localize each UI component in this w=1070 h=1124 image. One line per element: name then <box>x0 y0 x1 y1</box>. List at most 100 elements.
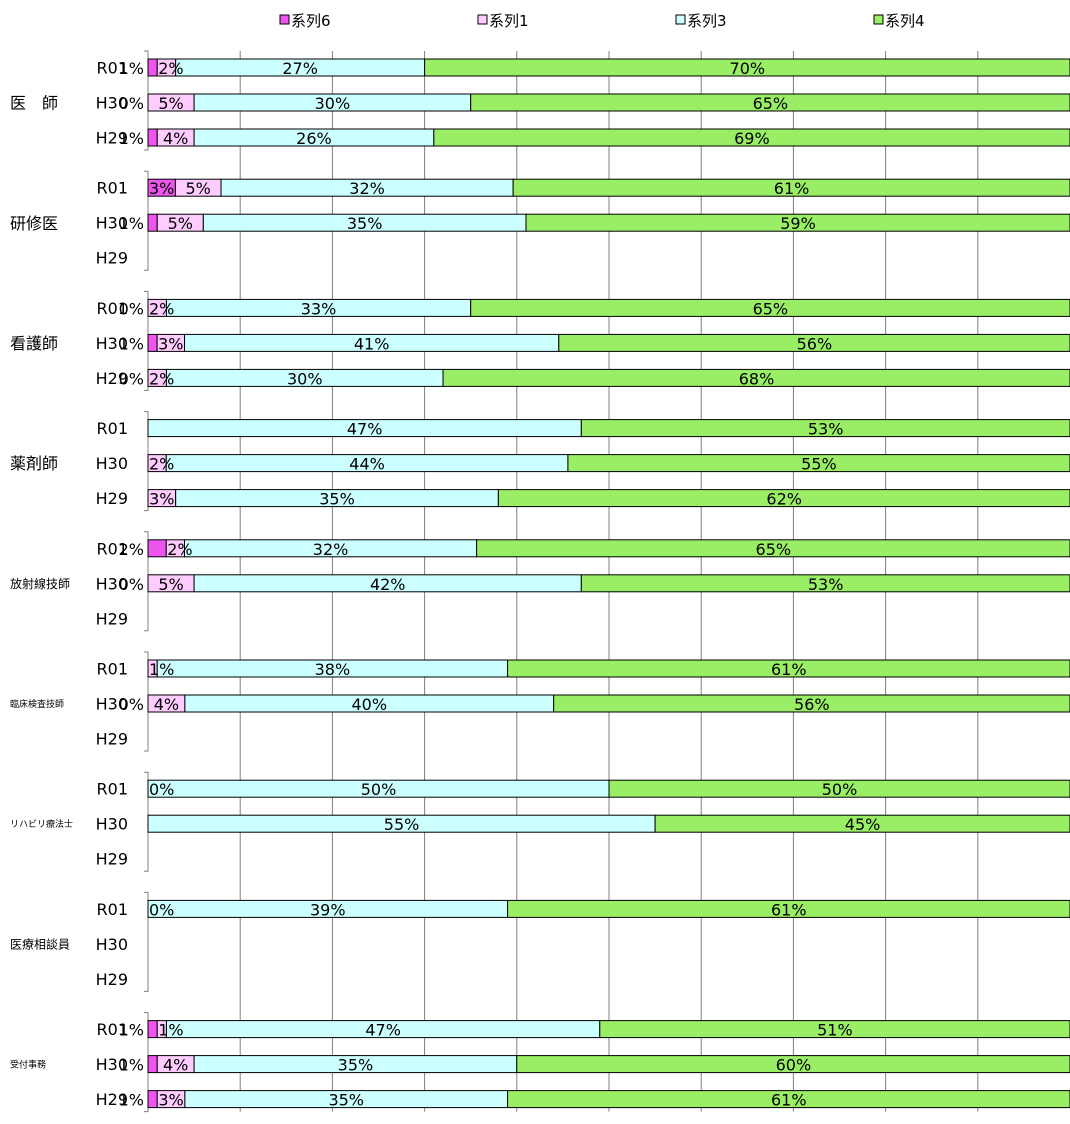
data-label: 1% <box>149 660 174 679</box>
data-label: 55% <box>801 455 837 474</box>
row-label: R01 <box>97 780 128 799</box>
group-axis <box>144 891 149 992</box>
data-label: 0% <box>119 299 144 318</box>
data-label: 1% <box>119 334 144 353</box>
data-label: 1% <box>158 1021 183 1040</box>
data-label: 4% <box>163 129 188 148</box>
data-label: 38% <box>315 660 351 679</box>
bar-segment-s4 <box>580 574 1070 593</box>
legend-label: 系列6 <box>291 12 331 30</box>
data-label: 40% <box>351 695 387 714</box>
data-label: 35% <box>319 490 355 509</box>
group-axis <box>144 531 149 632</box>
data-label: 65% <box>756 540 792 559</box>
row-label: H29 <box>96 609 128 628</box>
row-label: H29 <box>96 249 128 268</box>
data-label: 3% <box>158 334 183 353</box>
bar-segment-s4 <box>497 489 1070 508</box>
data-label: 61% <box>771 900 807 919</box>
data-label: 0% <box>149 780 174 799</box>
bar-segment-s6 <box>147 539 167 558</box>
row-label: H30 <box>96 454 128 473</box>
data-label: 5% <box>168 214 193 233</box>
bar-segment-s4 <box>580 419 1070 438</box>
row-label: H29 <box>96 489 128 508</box>
row-label: R01 <box>97 59 128 78</box>
data-label: 61% <box>774 179 810 198</box>
data-label: 32% <box>313 540 349 559</box>
bar-segment-s4 <box>553 694 1070 713</box>
group-label: 医療相談員 <box>10 936 70 951</box>
row-label: R01 <box>97 419 128 438</box>
legend-item-s6: 系列6 <box>279 12 331 30</box>
group-label: 臨床検査技師 <box>10 698 64 710</box>
bar-segment-s4 <box>442 368 1070 387</box>
group-label: 放射線技師 <box>10 576 70 591</box>
group-label: 医 師 <box>10 94 58 113</box>
legend-label: 系列3 <box>687 12 727 30</box>
data-label: 2% <box>119 540 144 559</box>
data-label: 45% <box>845 815 881 834</box>
row-label: H29 <box>96 129 128 148</box>
data-label: 69% <box>734 129 770 148</box>
data-label: 65% <box>753 94 789 113</box>
group-label: 受付事務 <box>10 1059 46 1071</box>
data-label: 2% <box>149 455 174 474</box>
data-label: 42% <box>370 575 406 594</box>
bar-segment-s4 <box>608 779 1070 798</box>
legend-swatch <box>675 14 686 25</box>
bar-segment-s6 <box>147 1020 158 1039</box>
row-label: H29 <box>96 730 128 749</box>
data-label: 1% <box>119 1021 144 1040</box>
bar-segment-s6 <box>147 58 158 77</box>
data-label: 5% <box>158 94 183 113</box>
data-label: 39% <box>310 900 346 919</box>
data-label: 2% <box>158 59 183 78</box>
row-label: H30 <box>96 935 128 954</box>
data-label: 70% <box>730 59 766 78</box>
group-axis <box>144 170 149 271</box>
data-label: 53% <box>808 575 844 594</box>
bar-segment-s4 <box>599 1020 1070 1039</box>
data-label: 60% <box>776 1056 812 1075</box>
row-label: R01 <box>97 539 128 558</box>
row-label: H30 <box>96 574 128 593</box>
legend-item-s1: 系列1 <box>477 12 529 30</box>
data-label: 32% <box>349 179 385 198</box>
bar-segment-s6 <box>147 128 158 147</box>
data-label: 2% <box>149 299 174 318</box>
row-label: H29 <box>96 850 128 869</box>
row-label: R01 <box>97 179 128 198</box>
bar-segment-s6 <box>147 1055 158 1074</box>
data-label: 44% <box>349 455 385 474</box>
bar-segment-s4 <box>470 93 1070 112</box>
bar-segment-s4 <box>433 128 1070 147</box>
data-label: 0% <box>119 695 144 714</box>
bar-segment-s4 <box>512 178 1070 197</box>
bar-segment-s4 <box>525 213 1070 232</box>
row-label: R01 <box>97 660 128 679</box>
data-label: 56% <box>797 334 833 353</box>
legend-swatch <box>873 14 884 25</box>
row-label: H30 <box>96 695 128 714</box>
data-label: 61% <box>771 1091 807 1110</box>
group-axis <box>144 771 149 872</box>
row-label: R01 <box>97 900 128 919</box>
group-label: 看護師 <box>10 334 58 353</box>
row-label: H29 <box>96 1090 128 1109</box>
data-label: 53% <box>808 420 844 439</box>
data-label: 35% <box>347 214 383 233</box>
group-label: リハビリ療法士 <box>10 818 73 830</box>
row-label: R01 <box>97 1020 128 1039</box>
legend-swatch <box>477 14 488 25</box>
data-label: 1% <box>119 59 144 78</box>
data-label: 5% <box>158 575 183 594</box>
data-label: 4% <box>163 1056 188 1075</box>
data-label: 1% <box>119 1056 144 1075</box>
data-label: 65% <box>753 299 789 318</box>
data-label: 55% <box>384 815 420 834</box>
bar-segment-s6 <box>147 1090 158 1109</box>
data-label: 0% <box>119 369 144 388</box>
